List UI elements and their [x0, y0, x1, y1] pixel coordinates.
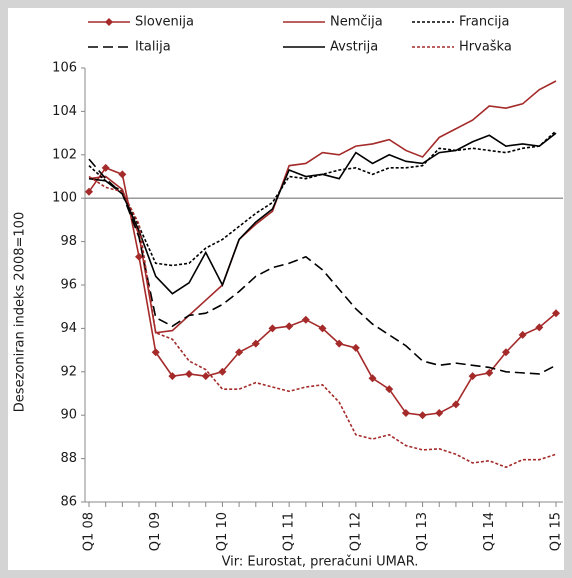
- legend-marker: [105, 18, 113, 26]
- marker: [351, 343, 360, 352]
- marker: [168, 372, 177, 381]
- y-tick-label: 88: [60, 451, 77, 466]
- marker: [418, 411, 427, 420]
- legend-label: Hrvaška: [459, 40, 512, 55]
- y-tick-label: 100: [52, 191, 77, 206]
- y-tick-label: 94: [60, 321, 77, 336]
- y-tick-label: 102: [52, 147, 77, 162]
- marker: [235, 348, 244, 357]
- series-line: [88, 175, 557, 469]
- x-tick-label: Q1 08: [82, 512, 97, 551]
- legend-label: Slovenija: [135, 15, 194, 30]
- y-tick-label: 86: [60, 495, 77, 510]
- marker: [485, 368, 494, 377]
- x-tick-label: Q1 11: [282, 512, 297, 551]
- marker: [85, 187, 93, 196]
- x-tick-label: Q1 15: [549, 512, 564, 551]
- marker: [335, 339, 344, 348]
- legend-label: Italija: [135, 40, 171, 55]
- x-tick-label: Q1 12: [348, 512, 363, 551]
- marker: [268, 324, 277, 333]
- x-tick-label: Q1 09: [148, 512, 163, 551]
- y-axis-label: Desezoniran indeks 2008=100: [13, 212, 28, 412]
- marker: [151, 348, 160, 357]
- marker: [435, 409, 444, 418]
- marker: [285, 322, 294, 331]
- x-tick-label: Q1 13: [415, 512, 430, 551]
- marker: [451, 400, 460, 409]
- marker: [218, 367, 227, 376]
- series-line: [88, 132, 557, 295]
- y-tick-label: 92: [60, 364, 77, 379]
- marker: [501, 348, 510, 357]
- marker: [251, 339, 260, 348]
- marker: [385, 385, 394, 394]
- marker: [318, 324, 327, 333]
- series-line: [88, 80, 557, 334]
- legend-label: Avstrija: [330, 40, 378, 55]
- marker: [518, 330, 527, 339]
- marker: [301, 315, 310, 324]
- marker: [401, 409, 410, 418]
- marker: [118, 170, 127, 179]
- x-tick-label: Q1 10: [215, 512, 230, 551]
- marker: [468, 372, 477, 381]
- series-line: [88, 158, 557, 375]
- marker: [101, 163, 110, 172]
- y-tick-label: 98: [60, 234, 77, 249]
- marker: [201, 372, 210, 381]
- x-tick-label: Q1 14: [482, 512, 497, 551]
- y-tick-label: 106: [52, 61, 77, 76]
- marker: [368, 374, 377, 383]
- marker: [552, 309, 560, 318]
- marker: [135, 252, 144, 261]
- y-tick-label: 104: [52, 104, 77, 119]
- series-line: [88, 130, 557, 267]
- source: Vir: Eurostat, preračuni UMAR.: [222, 555, 419, 570]
- marker: [535, 323, 544, 332]
- y-tick-label: 96: [60, 278, 77, 293]
- marker: [185, 369, 194, 378]
- panel: [8, 8, 564, 570]
- legend-label: Nemčija: [330, 15, 383, 30]
- y-tick-label: 90: [60, 408, 77, 423]
- legend-label: Francija: [459, 15, 509, 30]
